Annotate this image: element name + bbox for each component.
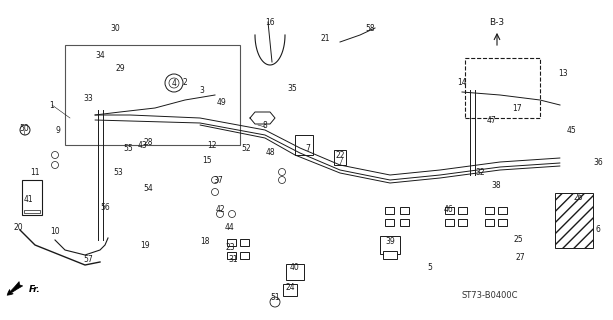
Text: 12: 12	[207, 140, 217, 149]
Text: 8: 8	[262, 121, 267, 130]
Bar	[240, 252, 249, 259]
Text: 20: 20	[13, 223, 23, 233]
Bar	[286, 264, 304, 280]
Text: 46: 46	[444, 205, 454, 214]
Text: 38: 38	[491, 180, 501, 189]
Text: 32: 32	[475, 167, 485, 177]
Bar	[22, 180, 42, 215]
Text: 10: 10	[50, 228, 60, 236]
Text: 56: 56	[100, 204, 110, 212]
Text: 28: 28	[143, 138, 153, 147]
Text: 27: 27	[515, 253, 525, 262]
Text: 45: 45	[567, 125, 577, 134]
Circle shape	[20, 125, 30, 135]
Text: 18: 18	[200, 237, 210, 246]
Bar	[383, 251, 397, 259]
Text: 19: 19	[140, 241, 150, 250]
Text: B-3: B-3	[489, 18, 504, 27]
Bar	[465, 58, 540, 118]
Bar	[227, 238, 237, 245]
Bar	[386, 219, 395, 226]
Bar	[400, 219, 409, 226]
Text: 23: 23	[225, 244, 235, 252]
Text: 30: 30	[110, 23, 120, 33]
Text: 36: 36	[593, 157, 603, 166]
Circle shape	[270, 297, 280, 307]
Text: 22: 22	[335, 150, 345, 159]
Bar	[446, 206, 454, 213]
Text: 34: 34	[95, 51, 105, 60]
Text: 14: 14	[457, 77, 467, 86]
Bar	[459, 219, 468, 226]
Text: 17: 17	[512, 103, 522, 113]
Text: 31: 31	[228, 255, 238, 265]
Text: 37: 37	[213, 175, 223, 185]
Bar	[498, 219, 508, 226]
Text: 50: 50	[19, 124, 29, 132]
Text: ST73-B0400C: ST73-B0400C	[462, 291, 518, 300]
Bar	[380, 236, 400, 254]
Text: 51: 51	[270, 293, 280, 302]
Text: 2: 2	[183, 77, 188, 86]
Text: 53: 53	[113, 167, 123, 177]
Bar	[240, 238, 249, 245]
Text: 43: 43	[138, 140, 148, 149]
Text: 29: 29	[115, 63, 125, 73]
Text: 35: 35	[287, 84, 297, 92]
Bar	[295, 135, 313, 155]
Text: 9: 9	[56, 125, 61, 134]
Text: 47: 47	[487, 116, 497, 124]
Text: 1: 1	[50, 100, 55, 109]
Text: 13: 13	[558, 68, 568, 77]
Bar	[65, 45, 240, 145]
Text: 25: 25	[513, 236, 523, 244]
Text: 21: 21	[320, 34, 330, 43]
Text: 44: 44	[225, 223, 235, 233]
Text: 57: 57	[83, 255, 93, 265]
Bar	[498, 206, 508, 213]
Text: 4: 4	[172, 78, 177, 87]
Text: 15: 15	[202, 156, 212, 164]
Bar	[24, 210, 40, 213]
Text: 42: 42	[215, 205, 225, 214]
Bar	[485, 219, 495, 226]
Bar	[283, 284, 297, 296]
Bar	[386, 206, 395, 213]
Text: 33: 33	[83, 93, 93, 102]
Text: 16: 16	[265, 18, 275, 27]
Text: 55: 55	[123, 143, 133, 153]
Text: 52: 52	[241, 143, 251, 153]
Text: 48: 48	[265, 148, 275, 156]
Bar	[400, 206, 409, 213]
Text: 49: 49	[217, 98, 227, 107]
Text: Fr.: Fr.	[29, 284, 40, 293]
Text: 58: 58	[365, 23, 375, 33]
Bar	[485, 206, 495, 213]
Text: 24: 24	[285, 284, 295, 292]
Text: 11: 11	[30, 167, 40, 177]
Text: 7: 7	[305, 143, 310, 153]
Bar	[227, 252, 237, 259]
Bar	[446, 219, 454, 226]
Text: 39: 39	[385, 237, 395, 246]
Text: 41: 41	[23, 196, 33, 204]
Text: 40: 40	[290, 263, 300, 273]
Text: 5: 5	[427, 263, 432, 273]
Bar	[459, 206, 468, 213]
Text: 26: 26	[573, 193, 583, 202]
Bar	[555, 193, 593, 248]
Text: 54: 54	[143, 183, 153, 193]
Text: 3: 3	[200, 85, 205, 94]
Bar	[334, 150, 346, 165]
Text: 6: 6	[596, 226, 601, 235]
